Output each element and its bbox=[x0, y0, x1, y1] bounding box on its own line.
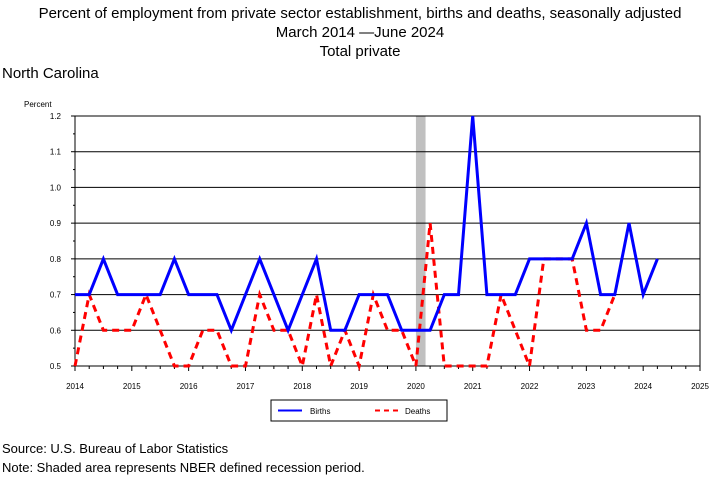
y-tick-label: 1.1 bbox=[50, 148, 62, 157]
y-tick-label: 0.7 bbox=[50, 291, 62, 300]
x-tick-label: 2017 bbox=[237, 382, 255, 391]
x-tick-label: 2022 bbox=[521, 382, 539, 391]
legend-label-deaths: Deaths bbox=[405, 407, 430, 416]
x-tick-label: 2023 bbox=[577, 382, 595, 391]
x-tick-label: 2018 bbox=[293, 382, 311, 391]
x-tick-label: 2020 bbox=[407, 382, 425, 391]
chart-title-line-3: Total private bbox=[319, 43, 401, 60]
x-tick-label: 2025 bbox=[691, 382, 709, 391]
x-tick-label: 2021 bbox=[464, 382, 482, 391]
recession-band bbox=[415, 116, 426, 366]
chart-title-line-1: Percent of employment from private secto… bbox=[38, 5, 682, 22]
y-axis-label: Percent bbox=[24, 100, 52, 109]
y-tick-label: 0.9 bbox=[50, 219, 62, 228]
chart-title-line-2: March 2014 —June 2024 bbox=[275, 24, 445, 41]
y-tick-label: 1.2 bbox=[50, 112, 62, 121]
x-tick-label: 2015 bbox=[123, 382, 141, 391]
legend-box bbox=[270, 399, 448, 422]
x-tick-label: 2016 bbox=[180, 382, 198, 391]
y-tick-label: 1.0 bbox=[50, 183, 62, 192]
legend-label-births: Births bbox=[310, 407, 330, 416]
recession-note: Note: Shaded area represents NBER define… bbox=[2, 460, 365, 475]
region-label: North Carolina bbox=[2, 65, 99, 82]
source-note: Source: U.S. Bureau of Labor Statistics bbox=[2, 441, 229, 456]
y-tick-label: 0.5 bbox=[50, 362, 62, 371]
y-tick-label: 0.8 bbox=[50, 255, 62, 264]
x-tick-label: 2024 bbox=[634, 382, 652, 391]
x-tick-label: 2014 bbox=[66, 382, 84, 391]
plot-frame bbox=[74, 115, 701, 367]
series-line-births bbox=[75, 115, 659, 335]
y-tick-label: 0.6 bbox=[50, 326, 62, 335]
x-tick-label: 2019 bbox=[350, 382, 368, 391]
